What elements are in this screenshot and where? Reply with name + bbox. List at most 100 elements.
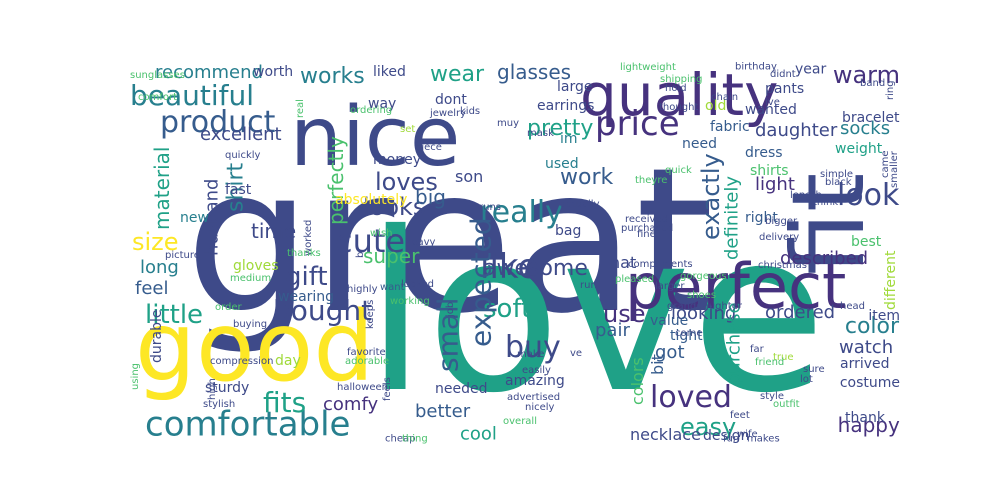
word-kids: kids [460, 106, 480, 117]
word-favorite: favorite [347, 347, 386, 358]
word-advertised: advertised [507, 392, 560, 403]
word-gift: gift [285, 262, 328, 292]
word-works: works [300, 64, 365, 89]
word-fits: fits [263, 386, 306, 419]
word-looking: looking [671, 303, 736, 324]
word-piece: piece [415, 142, 442, 153]
word-like: like [480, 247, 538, 287]
word-runs: runs [479, 202, 501, 213]
word-day: day [275, 353, 301, 369]
word-colors: colors [628, 357, 647, 405]
word-want: want [380, 282, 405, 293]
word-length: length [790, 190, 822, 201]
word-wear: wear [430, 62, 485, 87]
word-compression: compression [210, 356, 273, 367]
word-earrings: earrings [537, 98, 594, 114]
word-hold: hold [665, 83, 687, 94]
word-money: money [373, 152, 421, 168]
word-wearing: wearing [278, 289, 334, 305]
word-purchase: purchase [723, 302, 744, 385]
word-band: band [860, 78, 885, 89]
word-ordered: ordered [765, 302, 835, 323]
word-old: old [705, 98, 726, 114]
word-buy: buy [505, 330, 561, 365]
word-high: high [207, 378, 218, 400]
word-soft: soft [483, 294, 531, 324]
word-used: used [545, 156, 579, 172]
word-heavy: heavy [405, 237, 436, 248]
word-gloves: gloves [233, 258, 279, 274]
word-feels: feels [382, 377, 393, 401]
word-chain: chain [711, 92, 738, 103]
word-wife: wife [737, 429, 758, 440]
word-bigger: bigger [765, 216, 798, 227]
word-definitely: definitely [721, 176, 742, 260]
word-fine: fine [637, 229, 656, 240]
word-got: got [655, 342, 685, 363]
word-big: big [415, 185, 446, 209]
word-perfect: perfect [625, 250, 846, 323]
word-friend: friend [755, 357, 784, 368]
word-pair: pair [595, 320, 630, 341]
word-bought: bought [273, 294, 372, 327]
word-dress: dress [745, 145, 783, 161]
word-wanted: wanted [745, 102, 797, 118]
word-recommend: recommend [155, 62, 263, 83]
word-product: product [160, 105, 276, 140]
word-looks: looks [363, 193, 425, 221]
word-makes: makes [747, 434, 780, 445]
word-small: small [431, 297, 464, 372]
word-head: head [840, 301, 865, 312]
word-ve: ve [570, 348, 582, 359]
word-great: great [185, 125, 714, 358]
word-love: love [365, 185, 826, 441]
word-larger: larger [655, 281, 685, 292]
word-cheap: cheap [385, 434, 415, 445]
word-sunglasses: sunglasses [130, 70, 185, 81]
word-different: different [883, 250, 899, 310]
word-comfortable: comfortable [145, 405, 350, 445]
word-light: light [755, 174, 795, 195]
word-necklace: necklace [630, 425, 701, 444]
word-real: real [295, 99, 306, 118]
word-time: time [251, 219, 296, 243]
word-bracelet: bracelet [842, 110, 900, 126]
word-little: little [145, 300, 203, 330]
word-best: best [851, 234, 882, 250]
word-birthday: birthday [735, 62, 777, 73]
word-halloween: halloween [337, 382, 388, 393]
word-cute: cute [335, 222, 405, 260]
word-sturdy: sturdy [205, 380, 249, 396]
word-jewelry: jewelry [429, 108, 466, 119]
word-ive: ive [765, 97, 780, 108]
word-long: long [140, 257, 179, 278]
word-make: make [517, 349, 544, 360]
word-perfectly: perfectly [324, 136, 348, 225]
word-ordering: ordering [350, 105, 392, 116]
word-lightweight: lightweight [620, 62, 676, 73]
word-son: son [455, 167, 483, 186]
word-excellent: excellent [200, 124, 282, 145]
word-socks: socks [840, 118, 890, 139]
word-amazing: amazing [505, 373, 565, 389]
word-design: design [703, 428, 749, 444]
word-using: using [130, 363, 141, 390]
word-arrived: arrived [840, 356, 890, 372]
word-working: working [390, 296, 430, 307]
word-highly: highly [347, 284, 378, 295]
word-granddaughter: granddaughter [667, 301, 743, 312]
word-ring: ring [885, 80, 896, 100]
word-loves: loves [375, 168, 438, 196]
word-mask: mask [527, 128, 554, 139]
word-quick: quick [665, 165, 692, 176]
word-thing: thing [402, 434, 428, 445]
word-set: set [400, 124, 415, 135]
word-christmas: christmas [758, 260, 807, 271]
word-received: received [625, 214, 668, 225]
word-cloud-canvas: great love nice fit good perfect quality comfor… [125, 60, 900, 444]
word-stylish: stylish [203, 399, 235, 410]
word-material: material [150, 147, 174, 230]
word-came: came [880, 150, 891, 178]
word-size: size [132, 228, 179, 256]
